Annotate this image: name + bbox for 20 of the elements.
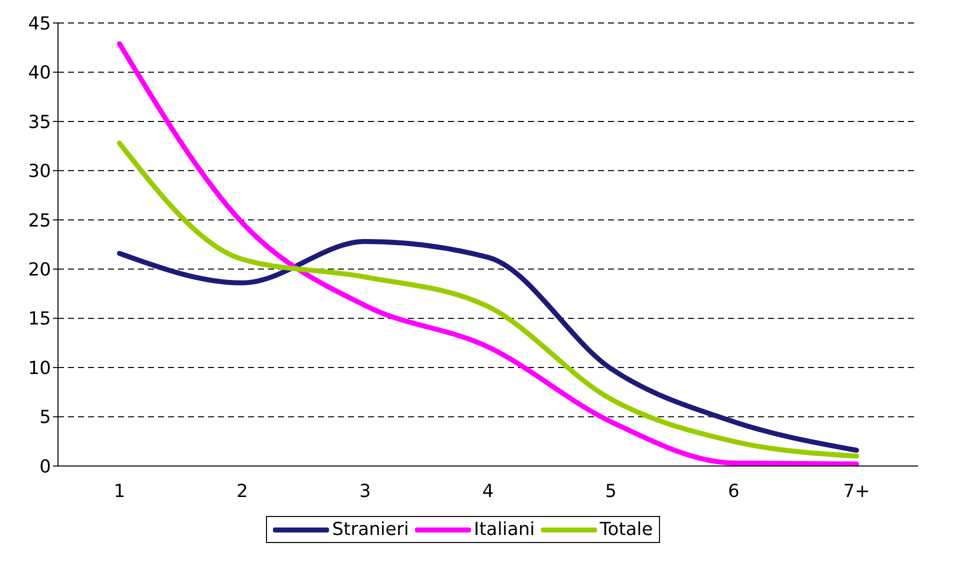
y-tick-label: 10	[28, 358, 51, 379]
y-tick-label: 0	[40, 456, 51, 478]
x-tick-label: 1	[114, 480, 126, 502]
y-tick-label: 35	[28, 112, 51, 133]
x-tick-label: 4	[482, 480, 494, 502]
y-tick-label: 45	[28, 13, 51, 34]
y-tick-label: 25	[28, 210, 51, 232]
legend-label: Italiani	[474, 519, 535, 540]
x-tick-label: 7+	[843, 480, 870, 502]
y-tick-label: 20	[28, 260, 51, 280]
legend-label: Stranieri	[332, 519, 409, 540]
x-tick-label: 2	[236, 480, 248, 502]
x-tick-label: 6	[728, 480, 740, 502]
y-tick-label: 15	[28, 308, 51, 330]
legend-label: Totale	[600, 519, 653, 540]
y-tick-label: 5	[40, 407, 51, 428]
x-tick-label: 3	[359, 480, 371, 502]
x-tick-label: 5	[605, 480, 617, 502]
y-tick-label: 30	[28, 161, 51, 182]
y-tick-label: 40	[28, 62, 51, 84]
